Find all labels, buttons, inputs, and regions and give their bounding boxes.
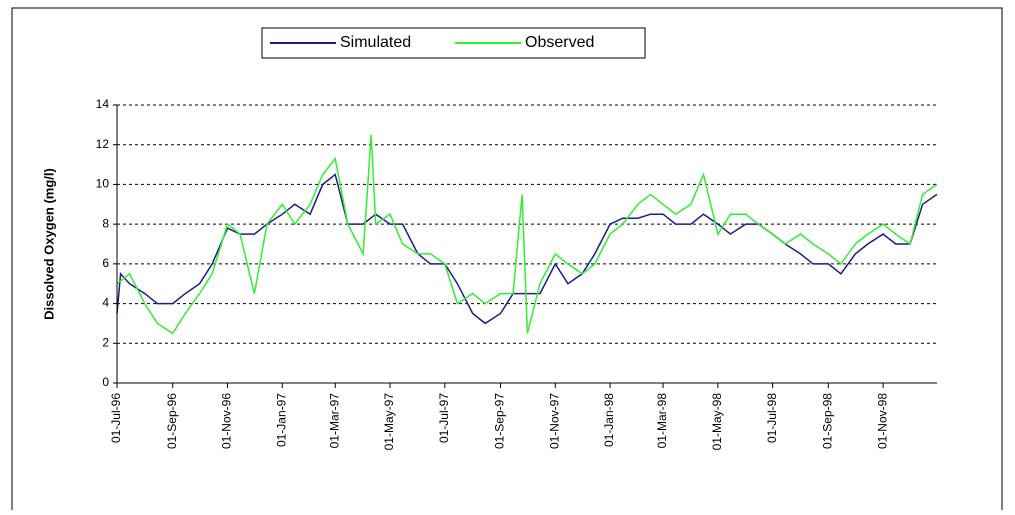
x-tick-label: 01-Mar-97	[327, 393, 341, 449]
y-tick-label: 0	[102, 375, 109, 389]
y-tick-label: 10	[96, 177, 110, 191]
x-tick-label: 01-Jul-98	[765, 393, 779, 443]
y-tick-label: 4	[102, 296, 109, 310]
x-tick-label: 01-May-97	[382, 393, 396, 451]
y-tick-label: 2	[102, 335, 109, 349]
legend-label: Observed	[525, 34, 594, 51]
data-line	[116, 173, 938, 325]
x-tick-label: 01-Jul-97	[437, 393, 451, 443]
x-tick-label: 01-Jul-96	[109, 393, 123, 443]
x-tick-label: 01-Nov-98	[875, 393, 889, 449]
x-tick-label: 01-Sep-98	[820, 393, 834, 449]
y-tick-label: 6	[102, 256, 109, 270]
x-tick-label: 01-Jan-98	[602, 393, 616, 447]
y-tick-label: 8	[102, 216, 109, 230]
x-tick-label: 01-Mar-98	[655, 393, 669, 449]
y-tick-label: 14	[96, 97, 110, 111]
chart-border	[11, 7, 1003, 515]
y-axis-label: Dissolved Oxygen (mg/l)	[41, 168, 56, 320]
x-tick-label: 01-May-98	[710, 393, 724, 451]
x-tick-label: 01-Nov-97	[547, 393, 561, 449]
y-tick-label: 12	[96, 137, 110, 151]
legend-label: Simulated	[340, 34, 411, 51]
x-tick-label: 01-Sep-97	[493, 393, 507, 449]
data-line	[116, 134, 938, 335]
x-tick-label: 01-Jan-97	[274, 393, 288, 447]
x-tick-label: 01-Sep-96	[165, 393, 179, 449]
x-tick-label: 01-Nov-96	[220, 393, 234, 449]
